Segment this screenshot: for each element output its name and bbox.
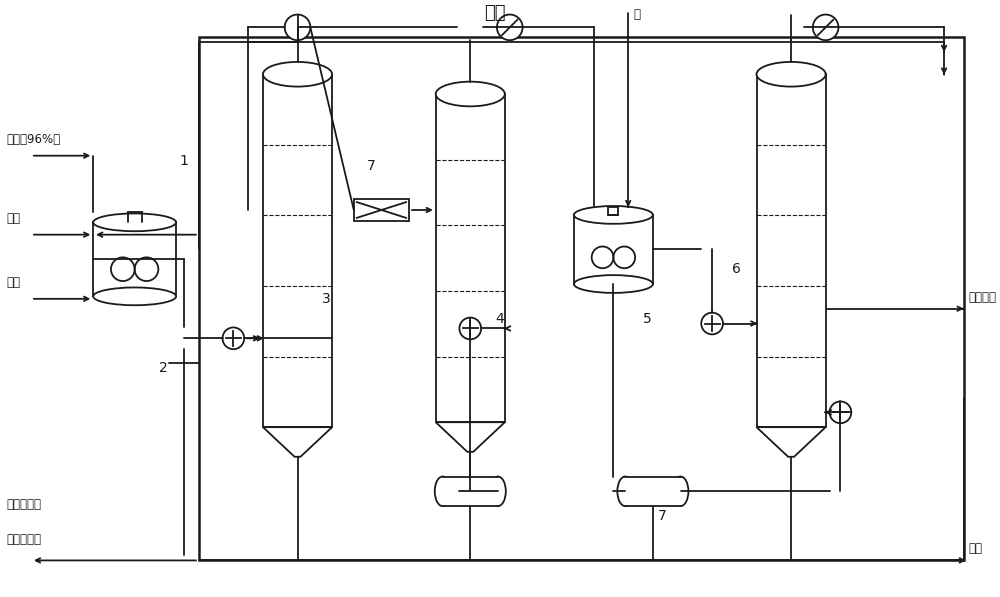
Text: 5: 5 <box>643 312 652 325</box>
Ellipse shape <box>435 476 451 506</box>
Text: 塔底重组分: 塔底重组分 <box>6 498 41 511</box>
Ellipse shape <box>617 476 633 506</box>
Ellipse shape <box>673 476 688 506</box>
Text: 1: 1 <box>179 153 188 168</box>
Polygon shape <box>443 476 498 506</box>
Text: 3: 3 <box>322 292 331 306</box>
Ellipse shape <box>263 62 332 87</box>
Polygon shape <box>574 215 653 284</box>
Circle shape <box>497 14 523 40</box>
Circle shape <box>285 14 310 40</box>
Ellipse shape <box>93 214 176 231</box>
Text: 乙醇: 乙醇 <box>6 212 20 225</box>
Ellipse shape <box>93 288 176 305</box>
Text: 废物: 废物 <box>969 543 983 555</box>
Bar <box>354 199 409 221</box>
Ellipse shape <box>490 476 506 506</box>
Ellipse shape <box>574 206 653 224</box>
Text: 乙醇: 乙醇 <box>484 4 506 21</box>
Ellipse shape <box>436 82 505 106</box>
Text: 硫酸（96%）: 硫酸（96%） <box>6 133 60 146</box>
Circle shape <box>701 313 723 334</box>
Text: 去废物处理: 去废物处理 <box>6 533 41 546</box>
Circle shape <box>459 318 481 339</box>
Text: 水: 水 <box>633 8 640 21</box>
Text: 7: 7 <box>367 159 375 173</box>
Bar <box>199 37 964 561</box>
Circle shape <box>223 327 244 349</box>
Bar <box>608 207 618 215</box>
Text: 6: 6 <box>732 262 741 276</box>
Text: 醋酸: 醋酸 <box>6 276 20 289</box>
Text: 4: 4 <box>495 312 504 325</box>
Polygon shape <box>263 427 332 457</box>
Polygon shape <box>93 222 176 296</box>
Text: 醋酸乙酯: 醋酸乙酯 <box>969 291 997 304</box>
Circle shape <box>813 14 838 40</box>
Polygon shape <box>436 422 505 452</box>
Ellipse shape <box>574 275 653 293</box>
Polygon shape <box>263 74 332 427</box>
Ellipse shape <box>757 62 826 87</box>
Text: 7: 7 <box>658 509 667 523</box>
Text: 2: 2 <box>159 361 168 375</box>
Polygon shape <box>436 94 505 422</box>
Polygon shape <box>757 427 826 457</box>
Polygon shape <box>625 476 681 506</box>
Circle shape <box>830 402 851 423</box>
Polygon shape <box>757 74 826 427</box>
